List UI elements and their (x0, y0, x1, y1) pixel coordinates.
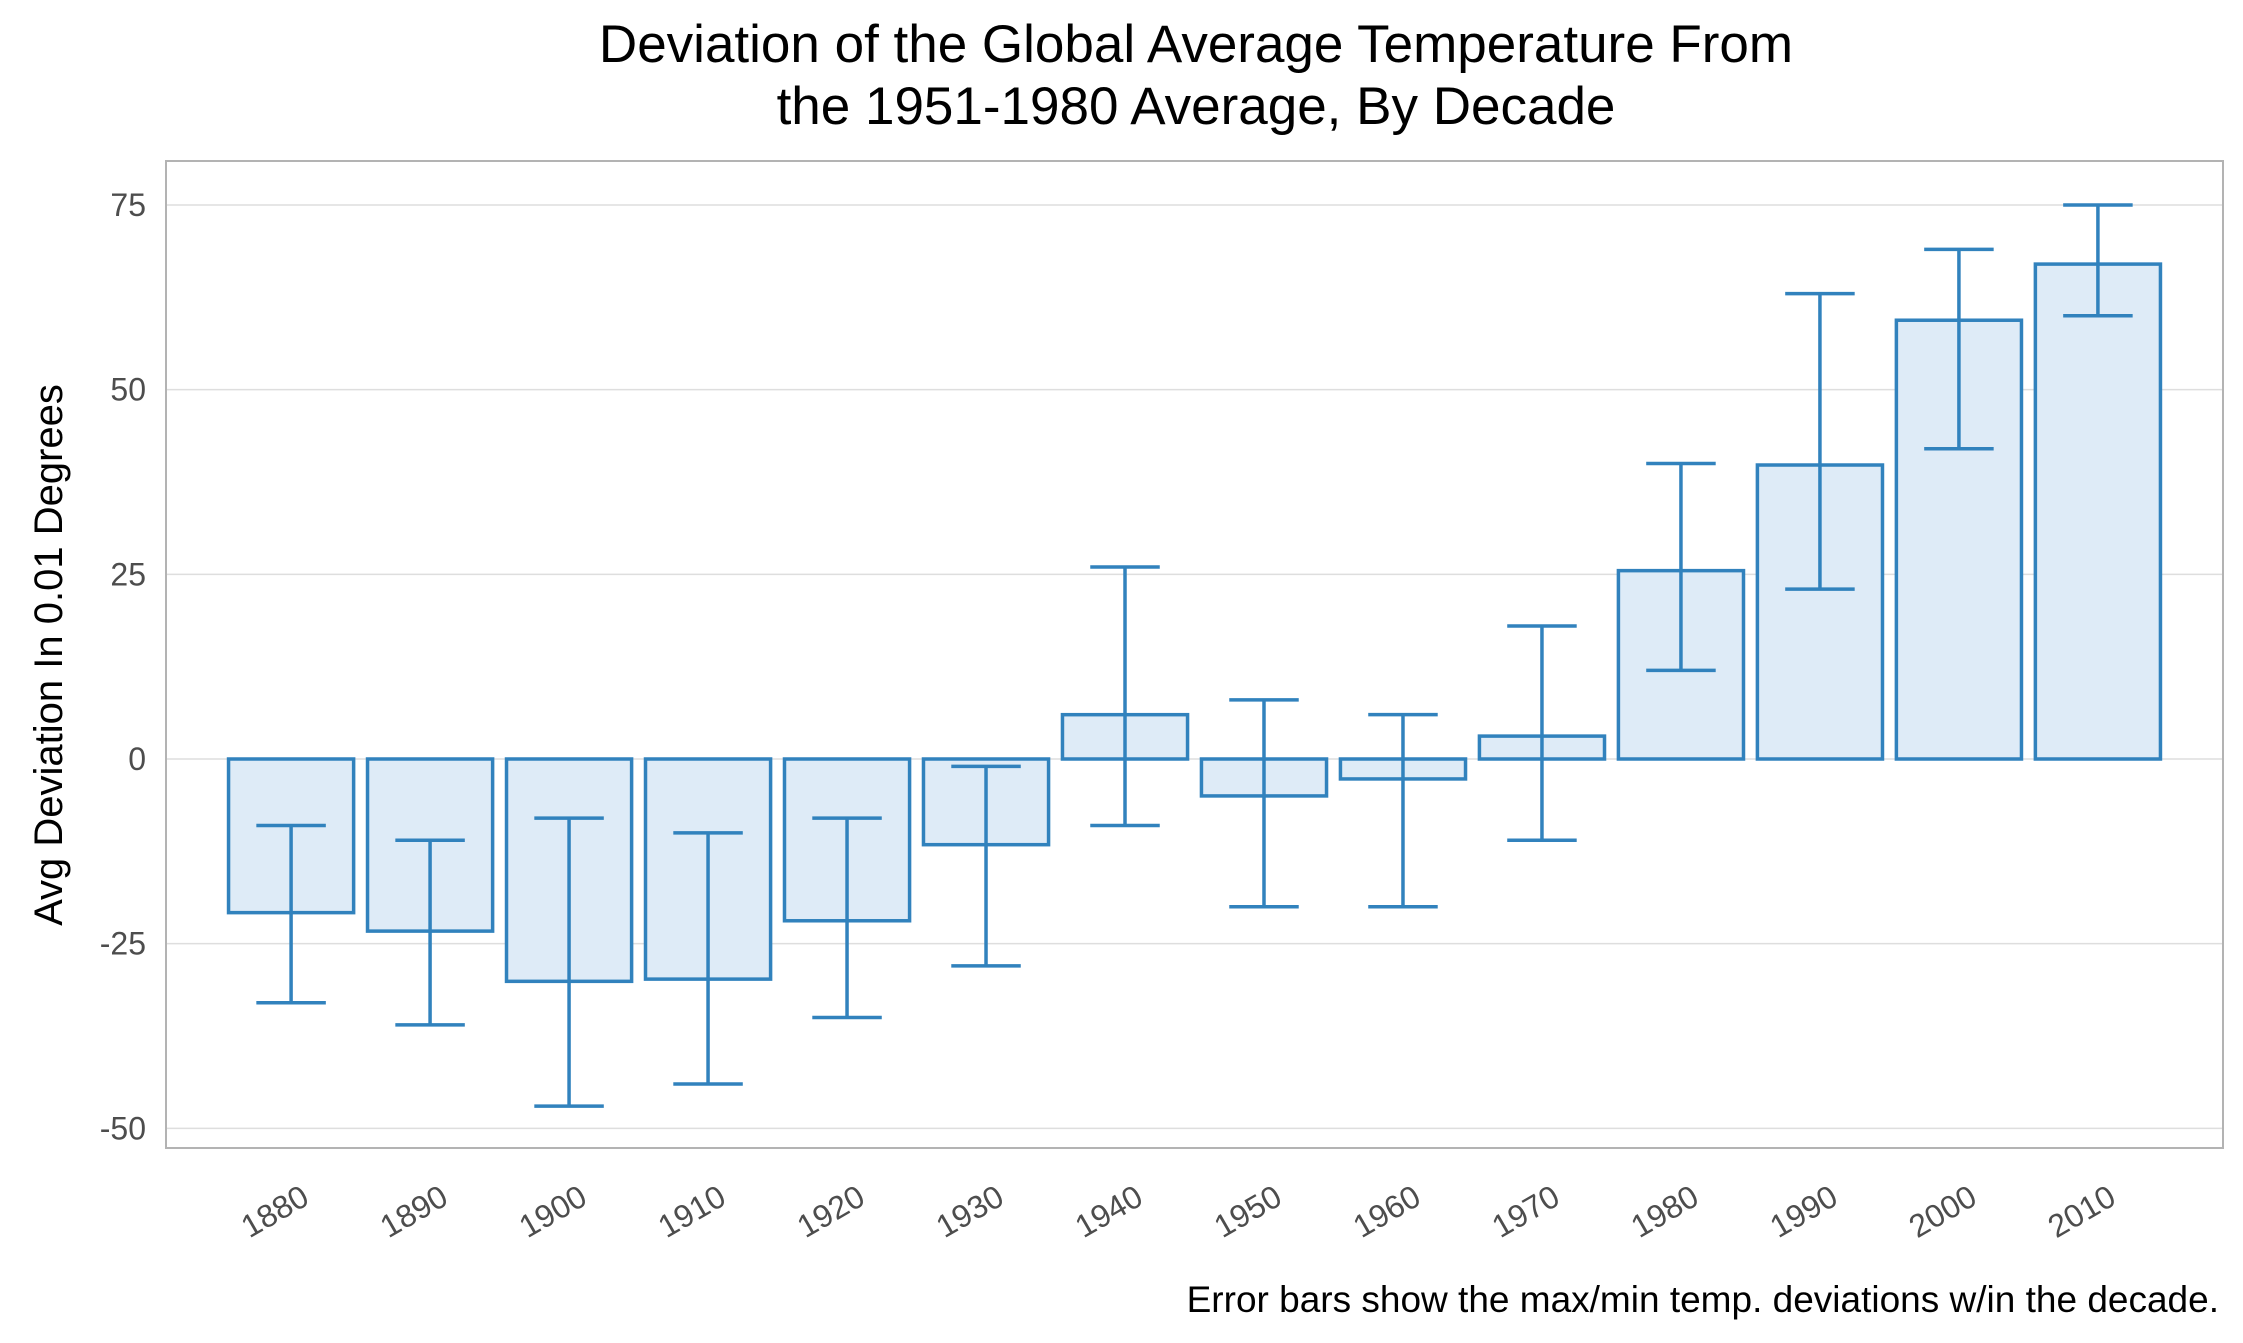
chart-title-line2: the 1951-1980 Average, By Decade (777, 77, 1616, 136)
y-axis-label: Avg Deviation In 0.01 Degrees (27, 384, 71, 926)
x-tick-label-1950: 1950 (1208, 1178, 1288, 1245)
x-tick-label-1930: 1930 (930, 1178, 1010, 1245)
y-tick-label: 50 (110, 372, 146, 408)
error-bar-1950 (1229, 698, 1299, 909)
error-bars (256, 203, 2133, 1108)
error-bar-1930 (951, 764, 1021, 968)
x-tick-label-2010: 2010 (2042, 1178, 2122, 1245)
y-tick-label: -25 (100, 926, 146, 962)
x-tick-label-1900: 1900 (513, 1178, 593, 1245)
error-bar-1900 (534, 816, 604, 1108)
y-tick-label: 25 (110, 556, 146, 592)
error-bar-1940 (1090, 565, 1160, 828)
x-axis-ticks: 1880 1890 1900 1910 1920 1930 1940 1950 1960 1970… (235, 1178, 2121, 1245)
error-bar-1890 (395, 838, 465, 1027)
y-tick-label: 75 (110, 187, 146, 223)
x-tick-label-1990: 1990 (1764, 1178, 1844, 1245)
y-axis-ticks: -50 -25 0 25 50 75 (100, 187, 146, 1146)
error-bar-1970 (1507, 624, 1577, 843)
error-bar-1990 (1785, 291, 1855, 591)
error-bar-1980 (1646, 461, 1716, 673)
x-tick-label-1960: 1960 (1347, 1178, 1427, 1245)
error-bar-2010 (2063, 203, 2133, 318)
x-tick-label-1940: 1940 (1069, 1178, 1149, 1245)
plot-panel-border (165, 160, 2224, 1149)
bars (226, 262, 2163, 984)
y-tick-label: -50 (100, 1110, 146, 1146)
error-bar-1910 (673, 831, 743, 1086)
error-bar-1920 (812, 816, 882, 1020)
x-tick-label-1890: 1890 (374, 1178, 454, 1245)
x-tick-label-1980: 1980 (1625, 1178, 1705, 1245)
x-tick-label-1880: 1880 (235, 1178, 315, 1245)
x-tick-label-1920: 1920 (791, 1178, 871, 1245)
chart-caption: Error bars show the max/min temp. deviat… (1187, 1279, 2219, 1320)
error-bar-2000 (1924, 247, 1994, 451)
x-tick-label-1970: 1970 (1486, 1178, 1566, 1245)
x-tick-label-2000: 2000 (1903, 1178, 1983, 1245)
error-bar-1880 (256, 823, 326, 1005)
x-tick-label-1910: 1910 (652, 1178, 732, 1245)
bar-2010 (2033, 262, 2163, 761)
chart-title-line1: Deviation of the Global Average Temperat… (599, 15, 1793, 74)
y-tick-label: 0 (128, 741, 146, 777)
error-bar-1960 (1368, 712, 1438, 909)
